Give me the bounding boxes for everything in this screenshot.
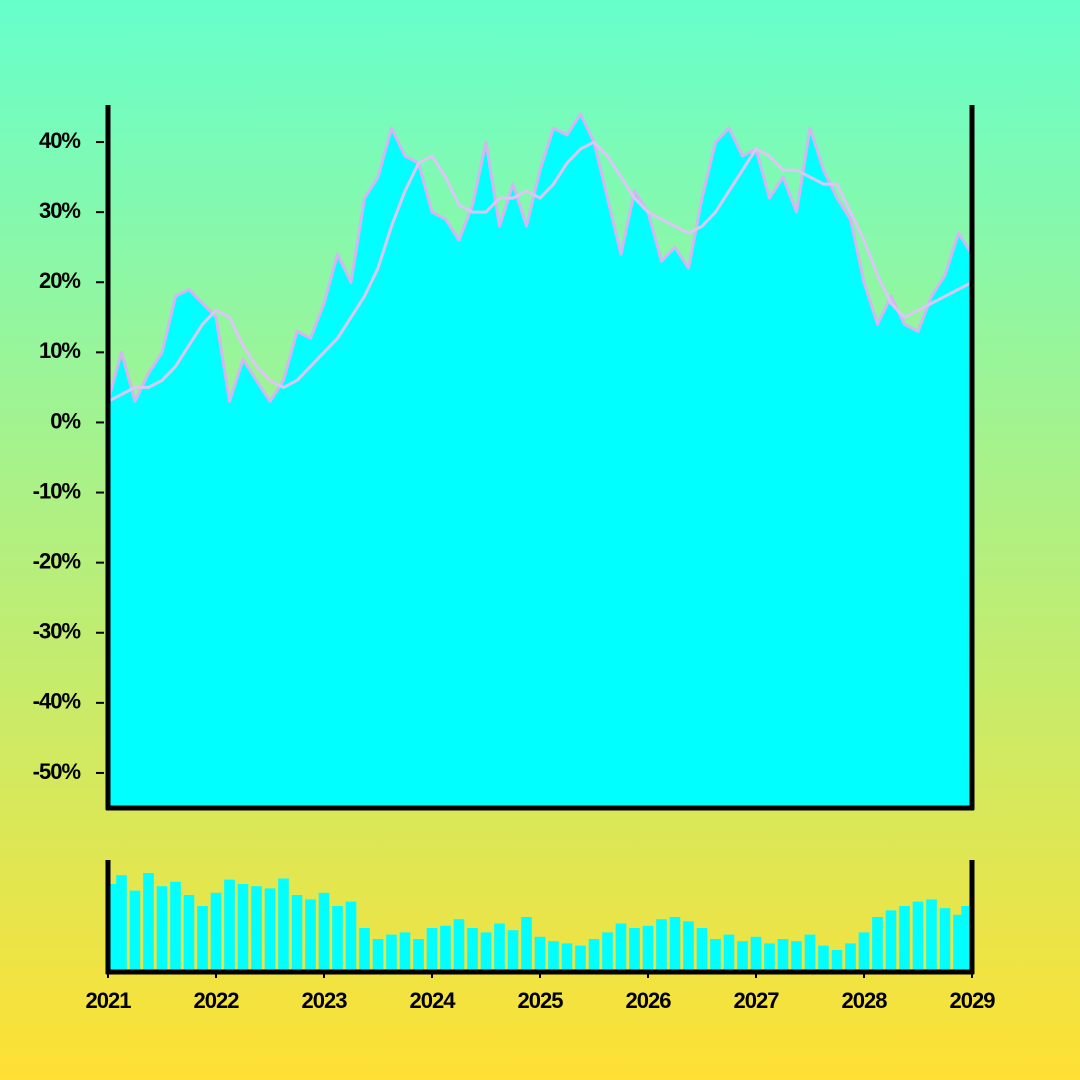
volume-bar bbox=[372, 939, 384, 972]
volume-panel: 2021 2022 2023 2024 2025 2026 2027 2028 2029 bbox=[86, 860, 996, 1013]
volume-bar bbox=[345, 901, 357, 972]
volume-bar bbox=[615, 923, 627, 972]
volume-bar bbox=[561, 943, 573, 972]
volume-bar bbox=[548, 941, 559, 972]
y-tick-label: 10% bbox=[39, 338, 80, 363]
y-tick-label: 20% bbox=[39, 268, 80, 293]
volume-bar bbox=[359, 928, 370, 972]
y-tick-label: 0% bbox=[50, 408, 80, 433]
y-tick-label: -10% bbox=[33, 478, 81, 503]
volume-bar bbox=[426, 928, 438, 972]
area-edge bbox=[106, 112, 974, 403]
volume-bar bbox=[143, 873, 154, 972]
volume-bar bbox=[858, 932, 870, 972]
volume-bar bbox=[278, 878, 289, 972]
volume-bar bbox=[183, 895, 195, 972]
volume-bar bbox=[961, 906, 972, 972]
volume-bar bbox=[251, 886, 262, 972]
volume-bar bbox=[467, 928, 478, 972]
volume-bar bbox=[399, 932, 411, 972]
volume-bar bbox=[264, 888, 276, 972]
volume-bar bbox=[818, 945, 829, 972]
x-tick-label: 2025 bbox=[518, 988, 564, 1013]
volume-bar bbox=[386, 934, 397, 972]
volume-bar bbox=[453, 919, 465, 972]
volume-bar bbox=[669, 917, 681, 972]
volume-bar bbox=[305, 899, 316, 972]
y-tick-label: -40% bbox=[33, 689, 81, 714]
volume-bar bbox=[129, 890, 141, 972]
volume-bar bbox=[710, 939, 721, 972]
x-tick-label: 2021 bbox=[86, 988, 132, 1013]
volume-bar bbox=[224, 879, 235, 972]
y-tick-label: -50% bbox=[33, 759, 81, 784]
y-tick-label: 30% bbox=[39, 198, 80, 223]
volume-bar bbox=[845, 943, 856, 972]
y-tick-label: -20% bbox=[33, 548, 81, 573]
x-tick-label: 2024 bbox=[410, 988, 457, 1013]
volume-bar bbox=[764, 943, 775, 972]
volume-bar bbox=[683, 921, 694, 972]
volume-bar bbox=[899, 906, 910, 972]
volume-bar bbox=[116, 875, 127, 972]
volume-bar bbox=[777, 939, 789, 972]
volume-bar bbox=[332, 906, 343, 972]
volume-bar bbox=[170, 881, 181, 972]
volume-bar bbox=[521, 917, 532, 972]
volume-bar bbox=[413, 939, 424, 972]
volume-bar bbox=[656, 919, 667, 972]
x-tick-label: 2026 bbox=[626, 988, 672, 1013]
volume-bar bbox=[480, 932, 492, 972]
volume-bar bbox=[642, 925, 654, 972]
volume-bar bbox=[494, 923, 505, 972]
y-tick-label: 40% bbox=[39, 128, 80, 153]
moving-average-line bbox=[107, 140, 973, 403]
volume-bar bbox=[318, 892, 330, 972]
volume-bar bbox=[197, 906, 208, 972]
volume-bar bbox=[885, 910, 897, 972]
volume-bar bbox=[791, 941, 802, 972]
x-tick-label: 2022 bbox=[194, 988, 240, 1013]
volume-bar bbox=[926, 899, 937, 972]
volume-bar bbox=[831, 950, 843, 972]
volume-bar bbox=[210, 892, 222, 972]
volume-bar bbox=[507, 930, 519, 972]
x-tick-label: 2028 bbox=[842, 988, 888, 1013]
volume-bar bbox=[939, 908, 951, 972]
volume-bar bbox=[750, 936, 762, 972]
x-tick-label: 2029 bbox=[950, 988, 996, 1013]
y-tick-label: -30% bbox=[33, 619, 81, 644]
volume-bar bbox=[440, 925, 451, 972]
volume-bar bbox=[156, 886, 168, 972]
volume-bar bbox=[575, 945, 586, 972]
x-tick-label: 2023 bbox=[302, 988, 348, 1013]
volume-bar bbox=[291, 895, 303, 972]
volume-bar bbox=[723, 934, 735, 972]
volume-bar bbox=[588, 939, 600, 972]
price-panel: -50% -40% -30% -20% -10% 0% 10% 20% 30% 40% bbox=[33, 105, 975, 811]
volume-bar bbox=[108, 884, 119, 972]
volume-bar bbox=[696, 928, 708, 972]
volume-bar bbox=[872, 917, 883, 972]
volume-bar bbox=[953, 914, 964, 972]
volume-bar bbox=[912, 901, 924, 972]
volume-bar bbox=[629, 928, 640, 972]
volume-bar bbox=[602, 932, 613, 972]
volume-bar bbox=[737, 941, 748, 972]
area-fill bbox=[108, 114, 972, 808]
volume-bar bbox=[534, 936, 546, 972]
volume-bar bbox=[237, 884, 249, 972]
volume-bar bbox=[804, 934, 816, 972]
x-tick-label: 2027 bbox=[734, 988, 780, 1013]
